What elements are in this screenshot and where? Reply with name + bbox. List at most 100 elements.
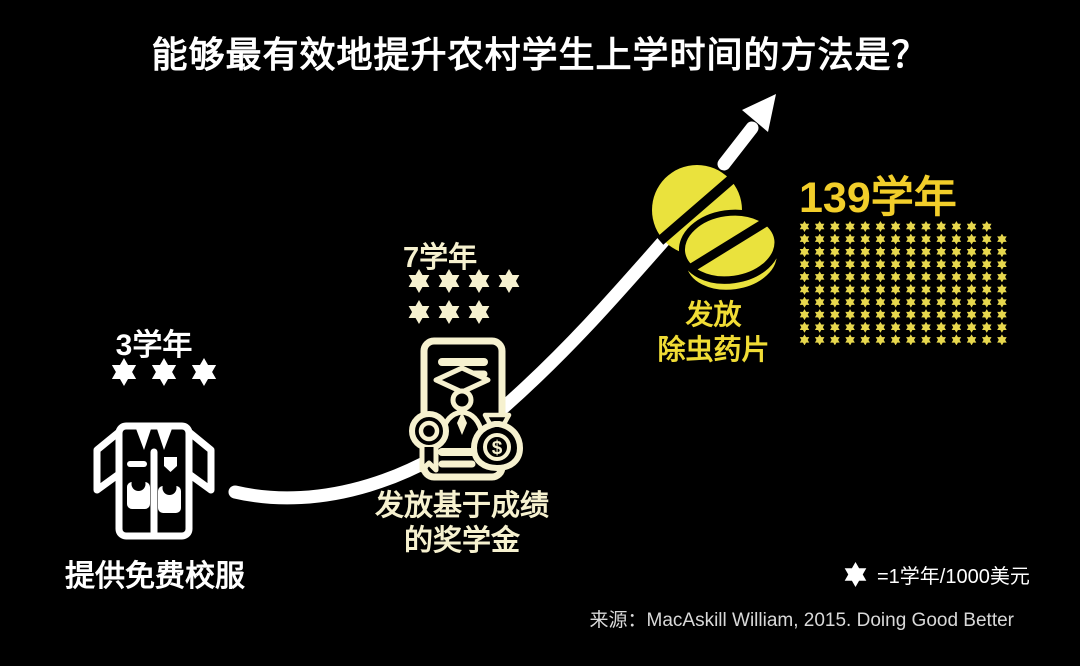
unit-star-icon: [981, 258, 992, 270]
unit-star-icon: [814, 309, 825, 321]
unit-star-icon: [814, 296, 825, 308]
unit-star-icon: [966, 246, 977, 258]
unit-star-icon: [190, 358, 218, 386]
uniforms-star-row: [110, 358, 218, 386]
unit-star-icon: [814, 258, 825, 270]
source-citation: 来源：MacAskill William, 2015. Doing Good B…: [589, 610, 1014, 631]
unit-star-icon: [860, 233, 871, 245]
unit-star-icon: [936, 283, 947, 295]
unit-star-icon: [799, 246, 810, 258]
unit-star-icon: [921, 233, 932, 245]
unit-star-icon: [951, 283, 962, 295]
unit-star-icon: [981, 221, 992, 232]
scholarship-certificate-icon: $: [409, 337, 524, 481]
unit-star-icon: [799, 309, 810, 321]
unit-star-icon: [905, 321, 916, 333]
unit-star-icon: [905, 271, 916, 283]
unit-star-icon: [875, 233, 886, 245]
unit-star-icon: [966, 271, 977, 283]
unit-star-icon: [860, 258, 871, 270]
unit-star-icon: [860, 334, 871, 346]
deworming-label-line2: 除虫药片: [657, 334, 770, 365]
scholarship-star-grid: [407, 269, 521, 324]
scholarship-value-label: 7学年: [403, 242, 478, 274]
unit-star-icon: [905, 233, 916, 245]
unit-star-icon: [996, 246, 1007, 258]
unit-star-icon: [936, 233, 947, 245]
unit-star-icon: [875, 258, 886, 270]
unit-star-icon: [966, 258, 977, 270]
unit-star-icon: [996, 309, 1007, 321]
deworming-label: 发放 除虫药片: [636, 297, 791, 367]
unit-star-icon: [845, 296, 856, 308]
unit-star-icon: [966, 296, 977, 308]
unit-star-icon: [905, 296, 916, 308]
unit-star-icon: [951, 221, 962, 232]
unit-star-icon: [860, 221, 871, 232]
unit-star-icon: [966, 334, 977, 346]
uniforms-value-label: 3学年: [115, 329, 193, 362]
unit-star-icon: [905, 246, 916, 258]
unit-star-icon: [829, 258, 840, 270]
unit-star-icon: [951, 246, 962, 258]
unit-star-icon: [860, 283, 871, 295]
scholarship-label: 发放基于成绩 的奖学金: [342, 489, 582, 559]
unit-star-icon: [845, 283, 856, 295]
legend: =1学年/1000美元: [843, 560, 1030, 589]
unit-star-icon: [814, 321, 825, 333]
unit-star-icon: [875, 309, 886, 321]
unit-star-icon: [829, 246, 840, 258]
unit-star-icon: [437, 300, 461, 324]
unit-star-icon: [799, 271, 810, 283]
unit-star-icon: [875, 283, 886, 295]
unit-star-icon: [996, 283, 1007, 295]
unit-star-icon: [981, 233, 992, 245]
unit-star-icon: [845, 271, 856, 283]
unit-star-icon: [936, 258, 947, 270]
unit-star-icon: [829, 334, 840, 346]
unit-star-icon: [981, 296, 992, 308]
unit-star-icon: [951, 309, 962, 321]
deworming-label-line1: 发放: [685, 299, 742, 330]
unit-star-icon: [890, 246, 901, 258]
unit-star-icon: [905, 258, 916, 270]
unit-star-icon: [996, 321, 1007, 333]
unit-star-icon: [407, 300, 431, 324]
unit-star-icon: [799, 296, 810, 308]
unit-star-icon: [875, 321, 886, 333]
unit-star-icon: [845, 258, 856, 270]
unit-star-icon: [890, 233, 901, 245]
unit-star-icon: [875, 334, 886, 346]
unit-star-icon: [921, 283, 932, 295]
unit-star-icon: [981, 271, 992, 283]
unit-star-icon: [890, 334, 901, 346]
deworming-star-grid: [799, 221, 1007, 346]
unit-star-icon: [966, 283, 977, 295]
unit-star-icon: [799, 334, 810, 346]
unit-star-icon: [936, 271, 947, 283]
unit-star-icon: [936, 296, 947, 308]
unit-star-icon: [829, 321, 840, 333]
unit-star-icon: [814, 271, 825, 283]
unit-star-icon: [845, 321, 856, 333]
deworming-value-label: 139学年: [799, 174, 957, 222]
unit-star-icon: [981, 246, 992, 258]
unit-star-icon: [966, 321, 977, 333]
unit-star-icon: [875, 246, 886, 258]
unit-star-icon: [467, 269, 491, 293]
unit-star-icon: [921, 258, 932, 270]
unit-star-icon: [437, 269, 461, 293]
unit-star-icon: [905, 221, 916, 232]
unit-star-icon: [814, 233, 825, 245]
svg-text:$: $: [492, 438, 503, 459]
unit-star-icon: [110, 358, 138, 386]
unit-star-icon: [981, 321, 992, 333]
uniforms-label: 提供免费校服: [65, 560, 245, 593]
unit-star-icon: [829, 271, 840, 283]
unit-star-icon: [875, 221, 886, 232]
unit-star-icon: [996, 258, 1007, 270]
unit-star-icon: [996, 334, 1007, 346]
unit-star-icon: [890, 309, 901, 321]
unit-star-icon: [799, 283, 810, 295]
unit-star-icon: [981, 283, 992, 295]
